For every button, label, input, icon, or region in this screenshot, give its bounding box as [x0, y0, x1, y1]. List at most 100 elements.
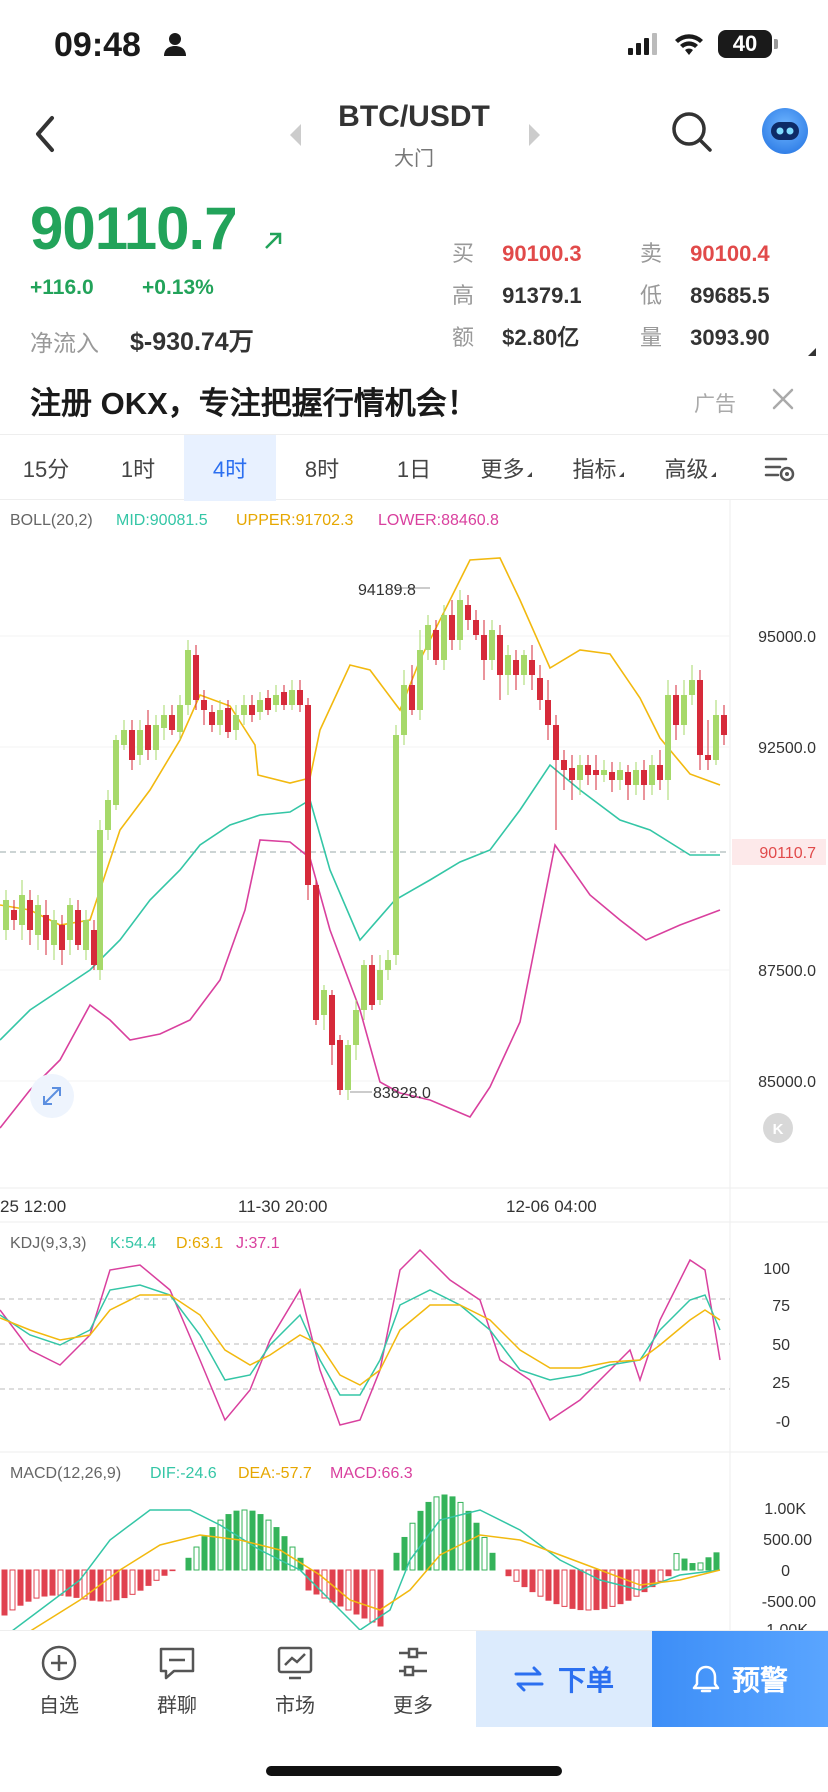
macd-bar — [617, 1569, 624, 1605]
macd-bar — [569, 1569, 576, 1609]
price-tick: 95000.0 — [758, 629, 816, 646]
candle-body — [721, 715, 727, 735]
macd-bar — [529, 1569, 536, 1593]
candle-body — [641, 770, 647, 785]
macd-legend-name: MACD(12,26,9) — [10, 1465, 121, 1482]
kline-chart-canvas[interactable]: BOLL(20,2) MID:90081.5 UPPER:91702.3 LOW… — [0, 500, 828, 1651]
tab-1d[interactable]: 1日 — [368, 435, 460, 501]
tab-15m[interactable]: 15分 — [0, 435, 92, 501]
macd-bar — [137, 1569, 144, 1591]
nav-more[interactable]: 更多 — [354, 1631, 472, 1731]
candle-body — [177, 705, 183, 732]
candle-body — [457, 600, 463, 640]
macd-bar — [601, 1569, 608, 1609]
nav-group-chat[interactable]: 群聊 — [118, 1631, 236, 1731]
candle-body — [609, 772, 615, 780]
nav-market[interactable]: 市场 — [236, 1631, 354, 1731]
ad-text[interactable]: 注册 OKX，专注把握行情机会！ — [30, 386, 478, 421]
stat-buy-value: 90100.3 — [502, 241, 582, 266]
kdj-tick: -0 — [776, 1414, 790, 1431]
macd-legend-dea: DEA:-57.7 — [238, 1465, 312, 1482]
tab-8h[interactable]: 8时 — [276, 435, 368, 501]
macd-bar — [593, 1569, 600, 1611]
kdj-j-line — [0, 1248, 721, 1426]
order-button[interactable]: 下单 — [476, 1631, 652, 1727]
stat-sell-label: 卖 — [640, 241, 663, 266]
candle-body — [617, 770, 623, 780]
macd-bar — [265, 1519, 272, 1571]
candle-body — [321, 990, 327, 1015]
alert-label: 预警 — [731, 1665, 788, 1696]
macd-bar — [337, 1569, 344, 1607]
macd-bar — [489, 1552, 496, 1571]
change-percent: +0.13% — [142, 276, 214, 299]
macd-histogram — [1, 1494, 720, 1627]
expand-stats-icon[interactable] — [808, 348, 816, 356]
candle-body — [27, 900, 33, 930]
macd-bar — [553, 1569, 560, 1605]
macd-bar — [345, 1569, 352, 1611]
macd-bar — [161, 1569, 168, 1576]
macd-bar — [521, 1569, 528, 1588]
ad-banner[interactable]: 注册 OKX，专注把握行情机会！ 广告 — [0, 372, 828, 428]
current-price-tag-bg — [732, 839, 826, 865]
alert-button[interactable]: 预警 — [652, 1631, 828, 1727]
stat-turnover: 额 $2.80亿 — [452, 320, 579, 352]
kline-chart[interactable]: BOLL(20,2) MID:90081.5 UPPER:91702.3 LOW… — [0, 500, 828, 1651]
chart-settings-icon[interactable] — [764, 453, 796, 483]
macd-bar — [1, 1569, 8, 1616]
tab-indicators[interactable]: 指标 — [552, 435, 644, 501]
time-tick: 25 12:00 — [0, 1197, 66, 1216]
candle-body — [105, 800, 111, 830]
more-sliders-icon — [399, 1647, 427, 1676]
tab-1h[interactable]: 1时 — [92, 435, 184, 501]
pair-title[interactable]: BTC/USDT — [338, 100, 490, 133]
nav-watchlist[interactable]: 自选 — [0, 1631, 118, 1731]
macd-legend-macd: MACD:66.3 — [330, 1465, 413, 1482]
candle-body — [665, 695, 671, 780]
current-price-tag: 90110.7 — [759, 845, 816, 862]
stat-buy-label: 买 — [452, 241, 475, 266]
close-icon[interactable] — [770, 386, 796, 412]
trend-up-icon — [265, 232, 282, 249]
home-indicator[interactable] — [266, 1766, 562, 1776]
macd-bar — [9, 1569, 16, 1611]
search-icon[interactable] — [670, 110, 714, 154]
tab-label: 高级 — [664, 457, 709, 482]
macd-tick: -500.00 — [762, 1594, 816, 1611]
tab-advanced[interactable]: 高级 — [644, 435, 736, 501]
stat-high-value: 91379.1 — [502, 283, 582, 308]
candle-body — [67, 905, 73, 940]
candle-body — [305, 705, 311, 885]
tab-label: 1时 — [120, 457, 156, 482]
stat-volume-value: 3093.90 — [690, 325, 770, 350]
candle-body — [185, 650, 191, 705]
macd-bar — [513, 1569, 520, 1582]
candle-body — [401, 685, 407, 735]
macd-bar — [641, 1569, 648, 1593]
nav-label: 更多 — [393, 1694, 433, 1717]
tab-more[interactable]: 更多 — [460, 435, 552, 501]
chart-logo-button[interactable] — [763, 1113, 793, 1143]
macd-bar — [673, 1553, 680, 1571]
macd-bar — [57, 1569, 64, 1596]
macd-bar — [393, 1552, 400, 1571]
wifi-icon — [675, 34, 703, 55]
avatar[interactable] — [762, 108, 808, 154]
nav-label: 自选 — [39, 1694, 79, 1717]
chat-icon — [159, 1647, 195, 1679]
stat-high-label: 高 — [452, 283, 475, 308]
tab-4h[interactable]: 4时 — [184, 435, 276, 501]
candle-body — [385, 960, 391, 970]
macd-bar — [481, 1536, 488, 1571]
candle-body — [689, 680, 695, 695]
candle-body — [537, 678, 543, 700]
back-button[interactable] — [26, 110, 66, 158]
macd-bar — [233, 1510, 240, 1571]
prev-pair-icon[interactable] — [286, 122, 306, 148]
macd-bar — [145, 1569, 152, 1586]
next-pair-icon[interactable] — [524, 122, 544, 148]
candle-body — [249, 705, 255, 715]
macd-bar — [185, 1557, 192, 1571]
macd-bar — [249, 1510, 256, 1571]
